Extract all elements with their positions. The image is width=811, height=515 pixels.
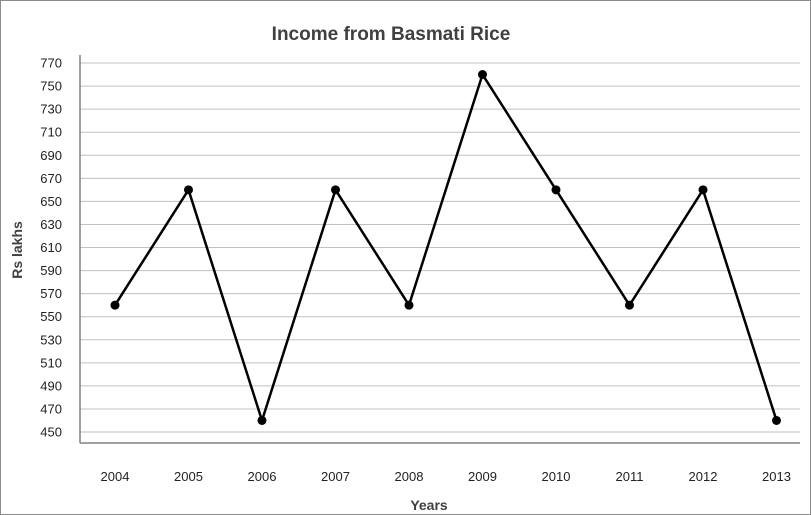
y-tick-label: 770 xyxy=(40,56,62,71)
y-tick-label: 490 xyxy=(40,378,62,393)
data-point-2009 xyxy=(478,70,487,80)
data-point-2006 xyxy=(257,415,267,425)
y-tick-label: 610 xyxy=(40,240,62,255)
data-point-2010 xyxy=(551,185,561,195)
y-tick-label: 570 xyxy=(40,286,62,301)
data-point-2008 xyxy=(404,300,414,310)
x-tick-label: 2005 xyxy=(174,469,203,484)
series-line xyxy=(113,71,778,425)
data-point-2007 xyxy=(331,185,340,195)
chart-title: Income from Basmati Rice xyxy=(272,24,511,45)
x-axis-ticks: 2004 2005 2006 2007 2008 2009 2010 2011 2012 2013 xyxy=(101,469,791,484)
series-group xyxy=(110,70,781,425)
x-tick-label: 2004 xyxy=(101,469,130,484)
data-point-2011 xyxy=(625,300,634,310)
x-tick-label: 2006 xyxy=(248,469,277,484)
x-tick-label: 2008 xyxy=(395,469,424,484)
x-tick-label: 2010 xyxy=(542,469,571,484)
y-tick-label: 690 xyxy=(40,148,62,163)
y-tick-label: 670 xyxy=(40,171,62,186)
data-point-2004 xyxy=(110,300,120,310)
y-tick-label: 550 xyxy=(40,309,62,324)
y-axis-ticks: 450 470 490 510 530 550 570 590 610 630 650 670 690 7… xyxy=(40,56,62,440)
y-tick-label: 750 xyxy=(40,79,62,94)
x-tick-label: 2009 xyxy=(468,469,497,484)
y-tick-label: 590 xyxy=(40,263,62,278)
y-tick-label: 650 xyxy=(40,194,62,209)
gridlines xyxy=(80,62,800,433)
y-axis-label: Rs lakhs xyxy=(9,221,25,279)
data-point-2013 xyxy=(772,415,781,425)
data-point-2005 xyxy=(184,185,193,195)
y-tick-label: 510 xyxy=(40,355,62,370)
x-tick-label: 2007 xyxy=(321,469,350,484)
x-tick-label: 2012 xyxy=(689,469,718,484)
y-tick-label: 730 xyxy=(40,102,62,117)
y-tick-label: 630 xyxy=(40,217,62,232)
x-tick-label: 2013 xyxy=(762,469,791,484)
y-tick-label: 450 xyxy=(40,425,62,440)
y-tick-label: 470 xyxy=(40,401,62,416)
data-point-2012 xyxy=(698,185,708,195)
y-tick-label: 710 xyxy=(40,125,62,140)
y-tick-label: 530 xyxy=(40,332,62,347)
x-axis-label: Years xyxy=(410,497,448,513)
x-tick-label: 2011 xyxy=(616,469,644,484)
